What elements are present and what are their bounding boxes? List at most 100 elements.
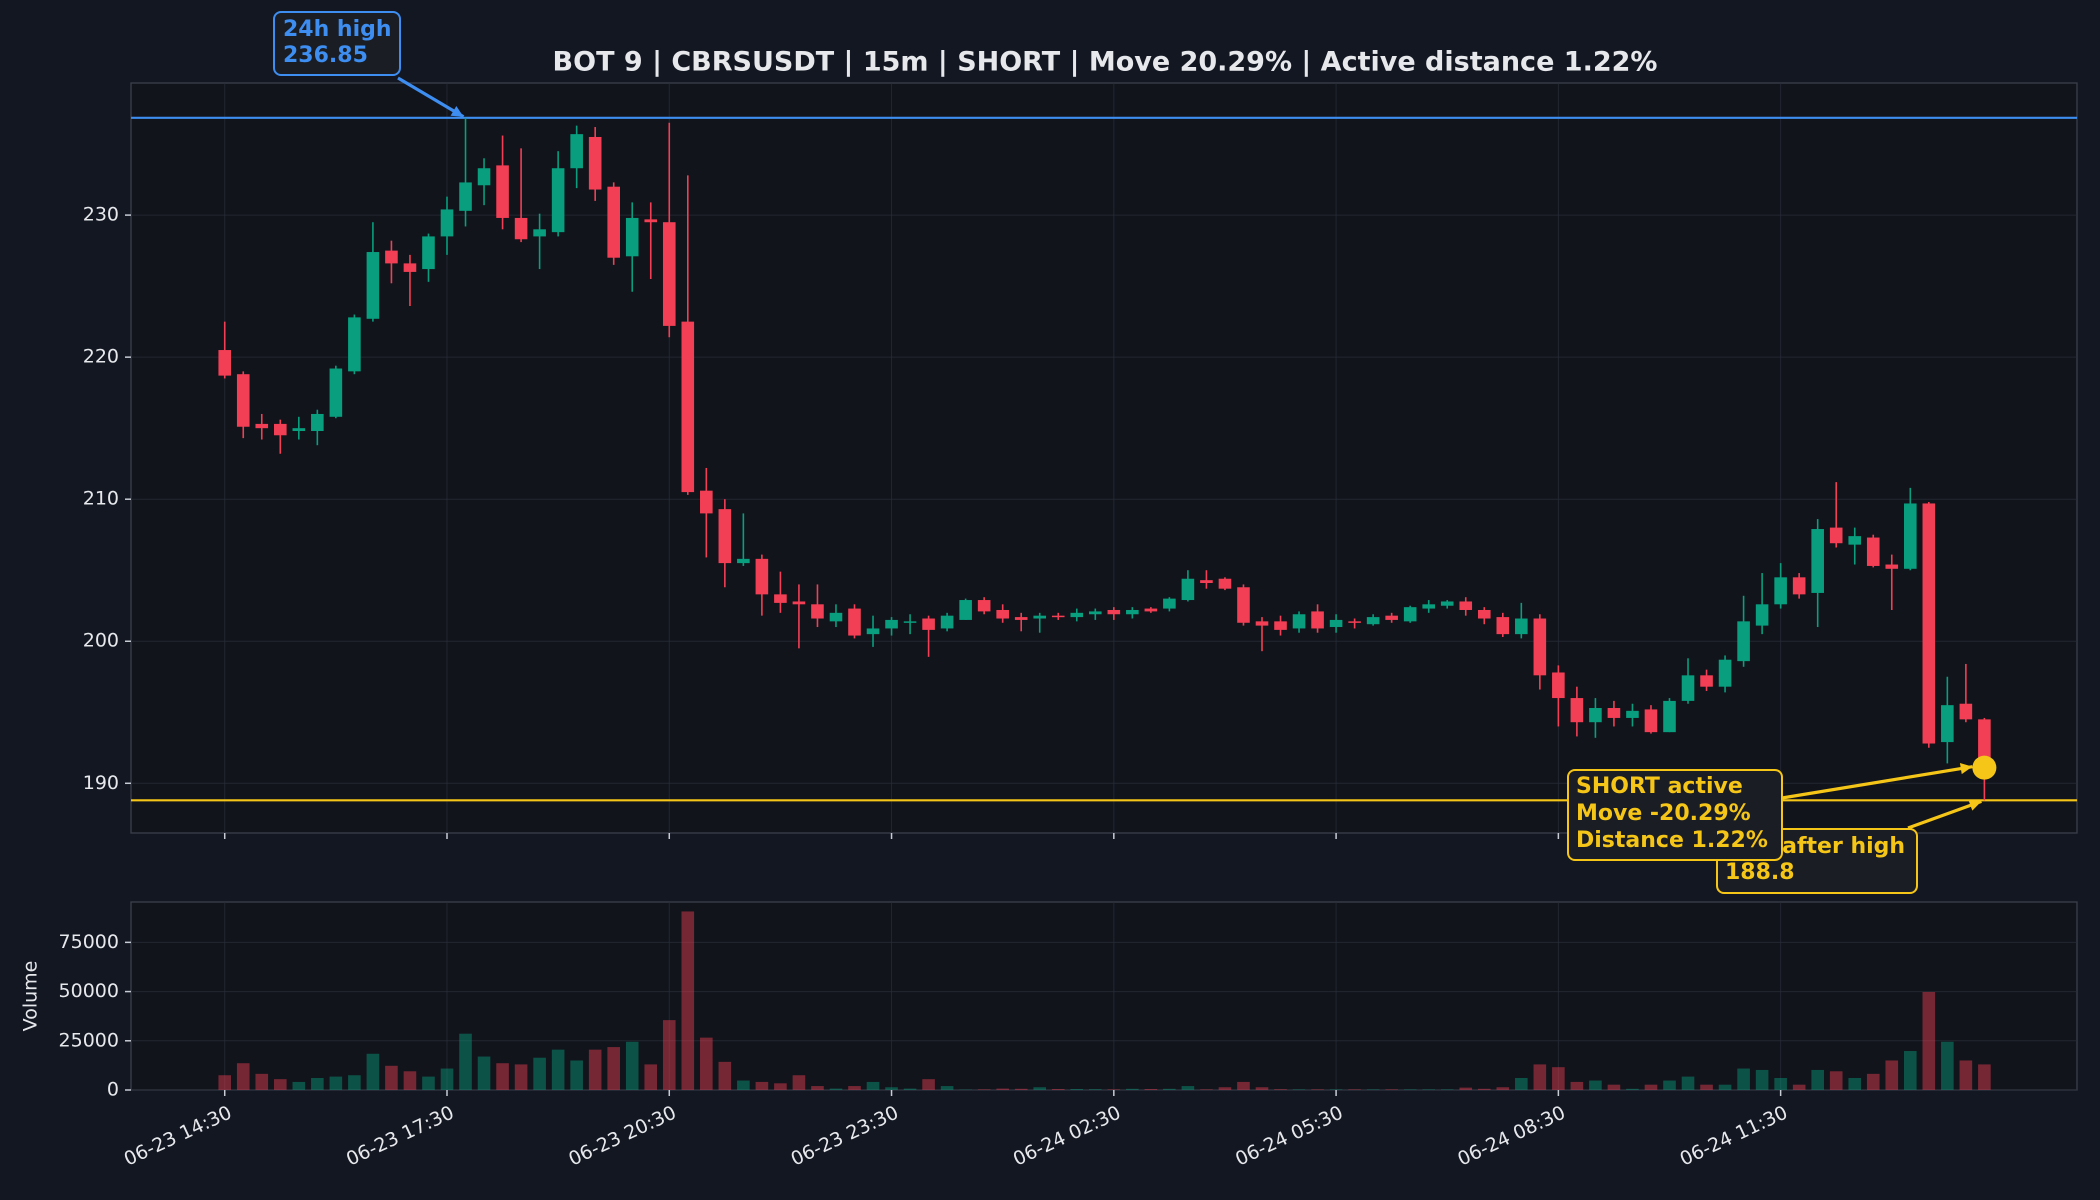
low-value: 188.8 [1725,860,1795,885]
candle-body [848,608,861,636]
volume-bar [514,1064,528,1090]
volume-bar [1607,1084,1621,1090]
x-tick-label: 06-24 05:30 [1232,1102,1346,1171]
volume-bar [1181,1086,1195,1090]
volume-bar [1718,1084,1732,1090]
candle-body [570,134,583,169]
volume-bar [885,1087,898,1090]
candle-body [255,423,269,429]
candle-body [1515,618,1528,635]
candle-body [922,618,935,630]
volume-bar [1163,1088,1176,1090]
volume-bar [366,1053,380,1090]
chart-title: BOT 9 | CBRSUSDT | 15m | SHORT | Move 20… [553,47,1658,78]
candle-body [273,423,287,436]
candle-body [1292,614,1306,629]
y-tick-label: 220 [83,346,119,368]
volume-bar [848,1086,861,1090]
volume-bar [1014,1088,1028,1090]
candle-body [625,217,639,257]
volume-bar [1348,1089,1361,1090]
volume-bar [737,1080,750,1090]
candle-body [1366,617,1380,625]
y-tick-label: 50000 [59,980,119,1002]
y-tick-label: 210 [83,488,119,510]
candle-body [1218,578,1232,589]
volume-bar [255,1073,269,1090]
candle-body [774,594,787,603]
arrow-head [450,105,464,117]
candle-body [866,628,880,635]
candle-body [1329,619,1343,628]
candle-body [348,317,361,372]
candle-body [1070,612,1084,618]
volume-bar [1533,1064,1547,1090]
candle-body [1274,621,1287,630]
volume-bar [1941,1041,1954,1090]
arrow [1781,765,1973,800]
candle-body [1459,601,1473,610]
candle-body [996,609,1009,619]
volume-plot [130,901,2078,1091]
candle-body [1107,609,1121,615]
candle-body [940,615,954,629]
volume-bar [1755,1069,1769,1090]
volume-bar [1200,1089,1213,1090]
volume-bar [1792,1084,1806,1090]
volume-bar [1255,1087,1269,1090]
volume-bar [1033,1087,1047,1090]
candle-body [1941,705,1954,743]
candle-body [737,558,750,564]
y-tick-label: 190 [83,772,119,794]
volume-bar [811,1086,824,1090]
candle-body [1700,675,1713,687]
candle-body [1903,503,1917,569]
volume-bar [292,1081,306,1090]
volume-bar [1681,1076,1695,1090]
volume-bar [922,1079,935,1090]
candle-body [959,600,972,620]
volume-bar [570,1060,583,1090]
candle-body [903,621,917,623]
candle-body [885,619,898,629]
candle-body [1718,659,1732,687]
high-box [273,11,401,76]
candle-body [829,612,843,622]
candle-body [477,168,491,186]
candle-body [644,219,658,223]
status-text: Move -20.29% [1576,801,1751,826]
candle-body [1422,604,1436,609]
volume-bar [1663,1080,1676,1090]
candle-body [1829,527,1843,544]
candle-body [1811,529,1824,593]
volume-bar [588,1049,602,1090]
candle-body [1088,611,1102,615]
x-tick-label: 06-23 14:30 [121,1102,235,1171]
volume-bar [1385,1089,1398,1090]
candle-body [1607,708,1621,718]
y-tick-label: 200 [83,630,119,652]
volume-bar [1978,1064,1991,1090]
candle-body [1533,618,1547,676]
candle-body [700,490,713,514]
candle-body [311,413,324,432]
volume-bar [1866,1073,1880,1090]
candle-body [792,601,806,605]
candle-body [1589,708,1602,723]
volume-bar [755,1081,769,1090]
current-price [1972,755,1997,780]
arrow [397,76,465,119]
candle-body [514,217,528,240]
candle-body [1033,615,1047,619]
volume-bar [1811,1069,1824,1090]
volume-bar [1903,1051,1917,1090]
candle-body [1014,617,1028,620]
candle-body [1237,587,1250,623]
volume-bar [329,1076,343,1090]
volume-bar [792,1075,806,1090]
candle-body [218,350,232,376]
candle-body [1959,703,1973,720]
candle-body [755,558,769,595]
volume-bar [1051,1089,1065,1090]
